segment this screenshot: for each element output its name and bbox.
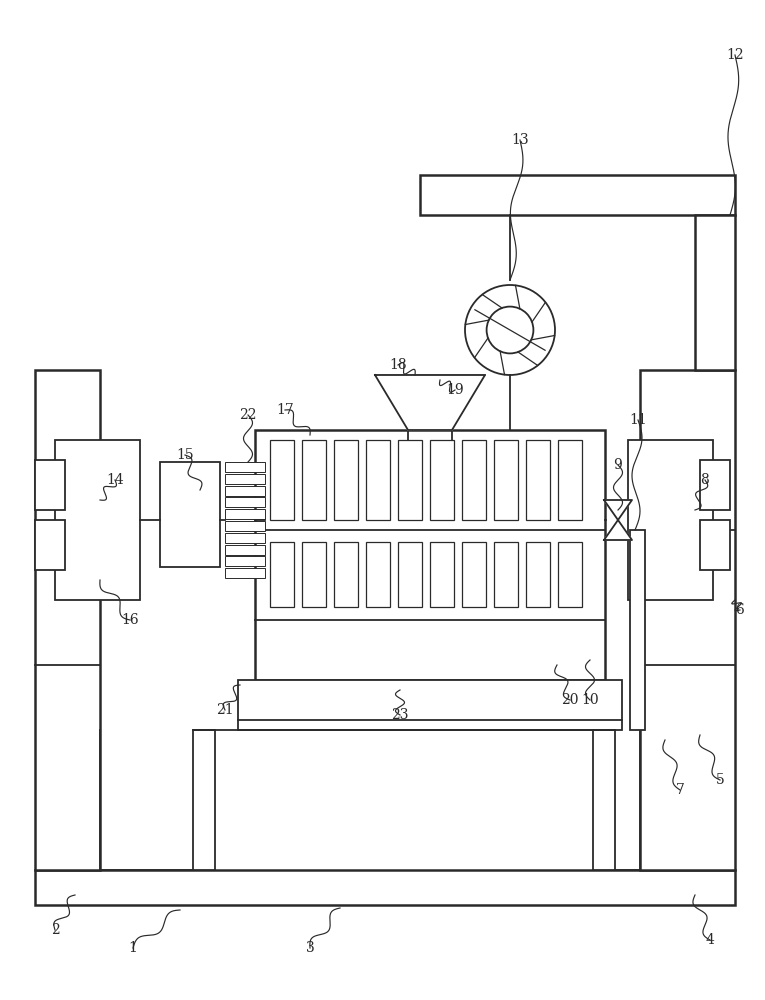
Bar: [700, 520, 730, 570]
Bar: [462, 542, 486, 607]
Text: 1: 1: [129, 941, 138, 955]
Bar: [270, 440, 294, 520]
Text: 21: 21: [216, 703, 234, 717]
Bar: [35, 520, 65, 570]
Bar: [334, 542, 358, 607]
Text: 20: 20: [562, 693, 579, 707]
Bar: [225, 521, 265, 531]
Text: 18: 18: [389, 358, 407, 372]
Text: 6: 6: [736, 603, 744, 617]
Bar: [398, 542, 422, 607]
Bar: [526, 542, 550, 607]
Bar: [366, 542, 390, 607]
Text: 5: 5: [715, 773, 724, 787]
Bar: [35, 870, 735, 905]
Text: 2: 2: [50, 923, 60, 937]
Text: 4: 4: [705, 933, 715, 947]
Bar: [193, 730, 215, 870]
Text: 14: 14: [106, 473, 124, 487]
Bar: [695, 215, 735, 370]
Text: 8: 8: [701, 473, 709, 487]
Text: 10: 10: [581, 693, 599, 707]
Bar: [398, 440, 422, 520]
Text: 13: 13: [511, 133, 529, 147]
Bar: [430, 542, 454, 607]
Text: 16: 16: [121, 613, 138, 627]
Bar: [494, 440, 518, 520]
Bar: [225, 545, 265, 555]
Bar: [630, 530, 645, 730]
Bar: [225, 509, 265, 519]
Text: 9: 9: [614, 458, 623, 472]
Bar: [35, 370, 100, 870]
Text: 19: 19: [446, 383, 464, 397]
Bar: [526, 440, 550, 520]
Bar: [494, 542, 518, 607]
Bar: [700, 460, 730, 510]
Polygon shape: [375, 375, 485, 430]
Bar: [160, 462, 220, 567]
Bar: [255, 430, 605, 680]
Text: 12: 12: [726, 48, 744, 62]
Bar: [420, 175, 735, 215]
Bar: [225, 474, 265, 484]
Bar: [593, 730, 615, 870]
Bar: [270, 542, 294, 607]
Bar: [558, 440, 582, 520]
Bar: [55, 440, 140, 600]
Bar: [334, 440, 358, 520]
Bar: [302, 542, 326, 607]
Text: 7: 7: [675, 783, 685, 797]
Text: 3: 3: [306, 941, 314, 955]
Bar: [225, 497, 265, 507]
Bar: [225, 568, 265, 578]
Text: 17: 17: [276, 403, 294, 417]
Bar: [640, 370, 735, 870]
Bar: [302, 440, 326, 520]
Bar: [628, 440, 713, 600]
Bar: [225, 556, 265, 566]
Bar: [225, 533, 265, 543]
Text: 11: 11: [629, 413, 647, 427]
Bar: [366, 440, 390, 520]
Bar: [635, 462, 695, 567]
Polygon shape: [604, 500, 632, 520]
Bar: [558, 542, 582, 607]
Bar: [35, 460, 65, 510]
Text: 23: 23: [391, 708, 409, 722]
Bar: [430, 440, 454, 520]
Bar: [225, 486, 265, 496]
Bar: [225, 462, 265, 472]
Text: 22: 22: [239, 408, 257, 422]
Bar: [238, 680, 622, 730]
Bar: [462, 440, 486, 520]
Polygon shape: [604, 520, 632, 540]
Text: 15: 15: [176, 448, 194, 462]
